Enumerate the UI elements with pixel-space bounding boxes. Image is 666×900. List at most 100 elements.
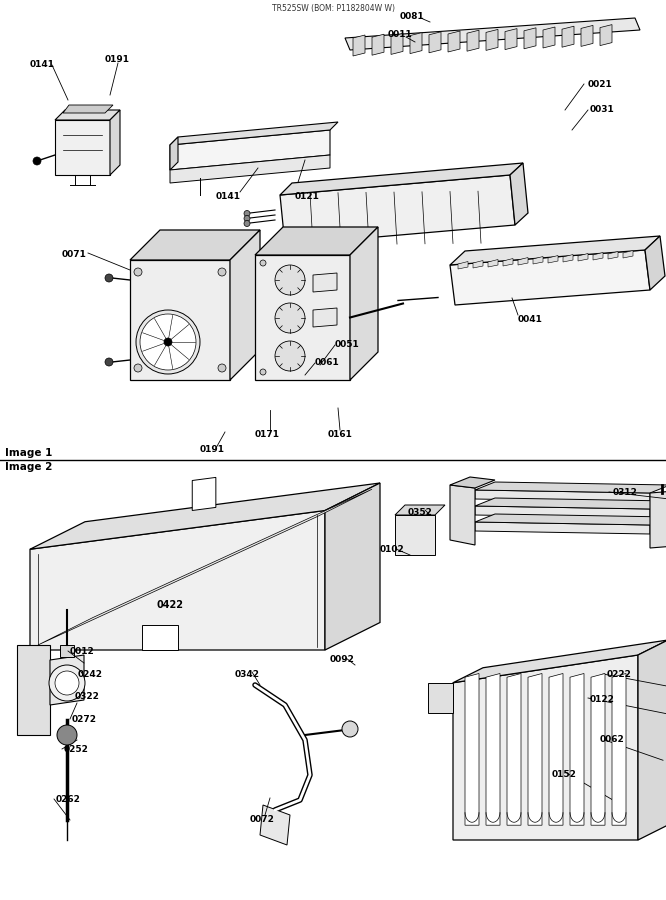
Text: 0071: 0071 [62, 250, 87, 259]
Text: 0352: 0352 [408, 508, 433, 517]
Polygon shape [612, 673, 626, 825]
Polygon shape [30, 510, 325, 650]
Polygon shape [578, 254, 588, 261]
Polygon shape [591, 673, 605, 825]
Polygon shape [638, 640, 666, 840]
Polygon shape [17, 645, 50, 735]
Polygon shape [549, 673, 563, 825]
Circle shape [55, 671, 79, 695]
Polygon shape [473, 260, 483, 268]
Polygon shape [608, 251, 618, 259]
Text: 0312: 0312 [613, 488, 638, 497]
Circle shape [140, 314, 196, 370]
Polygon shape [645, 236, 665, 290]
Text: 0191: 0191 [105, 55, 130, 64]
Polygon shape [528, 673, 542, 825]
Text: 0102: 0102 [380, 545, 405, 554]
Polygon shape [548, 256, 558, 263]
Polygon shape [475, 514, 666, 525]
Text: TR525SW (BOM: P1182804W W): TR525SW (BOM: P1182804W W) [272, 4, 394, 13]
Text: 0152: 0152 [552, 770, 577, 779]
Circle shape [105, 274, 113, 282]
Polygon shape [453, 655, 638, 840]
Polygon shape [581, 25, 593, 47]
Text: 0021: 0021 [588, 80, 613, 89]
Text: 0072: 0072 [250, 815, 275, 824]
Polygon shape [313, 308, 337, 327]
Polygon shape [562, 26, 574, 47]
Polygon shape [570, 673, 584, 825]
Text: 0122: 0122 [590, 695, 615, 704]
Polygon shape [475, 498, 666, 509]
Text: 0422: 0422 [157, 600, 184, 610]
Circle shape [49, 665, 85, 701]
Text: 0062: 0062 [600, 735, 625, 744]
Polygon shape [313, 273, 337, 292]
Text: 0322: 0322 [75, 692, 100, 701]
Polygon shape [505, 29, 517, 50]
Polygon shape [650, 491, 666, 548]
Polygon shape [533, 256, 543, 264]
Polygon shape [518, 257, 528, 265]
Text: 0191: 0191 [200, 445, 225, 454]
Polygon shape [503, 258, 513, 266]
Polygon shape [170, 122, 338, 145]
Circle shape [218, 364, 226, 372]
Text: 0222: 0222 [607, 670, 632, 679]
Text: 0041: 0041 [518, 315, 543, 324]
Polygon shape [524, 28, 536, 49]
Polygon shape [63, 105, 113, 113]
Text: 0342: 0342 [235, 670, 260, 679]
Polygon shape [475, 482, 666, 493]
Polygon shape [458, 262, 468, 269]
Polygon shape [170, 155, 330, 183]
Polygon shape [170, 130, 330, 170]
Text: Image 1: Image 1 [5, 448, 53, 458]
Text: Image 2: Image 2 [5, 462, 53, 472]
Text: 0121: 0121 [295, 192, 320, 201]
Circle shape [275, 265, 305, 295]
Text: 0242: 0242 [78, 670, 103, 679]
Polygon shape [30, 483, 380, 549]
Circle shape [136, 310, 200, 374]
Polygon shape [395, 515, 435, 555]
Circle shape [33, 157, 41, 165]
Text: 0252: 0252 [64, 745, 89, 754]
Polygon shape [372, 34, 384, 55]
Polygon shape [395, 505, 445, 515]
Polygon shape [467, 31, 479, 51]
Polygon shape [260, 805, 290, 845]
Polygon shape [130, 260, 230, 380]
Polygon shape [475, 490, 650, 502]
Text: 0061: 0061 [315, 358, 340, 367]
Polygon shape [230, 230, 260, 380]
Polygon shape [38, 490, 372, 645]
Polygon shape [593, 253, 603, 260]
Polygon shape [391, 33, 403, 54]
Polygon shape [280, 163, 523, 195]
Polygon shape [450, 477, 495, 488]
Polygon shape [510, 163, 528, 225]
Text: 0031: 0031 [590, 105, 615, 114]
Polygon shape [453, 640, 666, 683]
Polygon shape [325, 483, 380, 650]
Polygon shape [345, 18, 640, 50]
Circle shape [260, 369, 266, 375]
Text: 0161: 0161 [328, 430, 353, 439]
Polygon shape [428, 683, 453, 713]
Polygon shape [486, 30, 498, 50]
Polygon shape [543, 27, 555, 48]
Polygon shape [192, 477, 216, 510]
Polygon shape [255, 227, 378, 255]
Circle shape [218, 268, 226, 276]
Polygon shape [410, 32, 422, 54]
Text: 0081: 0081 [400, 12, 425, 21]
Polygon shape [507, 673, 521, 825]
Polygon shape [448, 31, 460, 52]
Circle shape [57, 725, 77, 745]
Circle shape [260, 260, 266, 266]
Polygon shape [142, 625, 178, 650]
Polygon shape [486, 673, 500, 825]
Circle shape [244, 220, 250, 227]
Circle shape [342, 721, 358, 737]
